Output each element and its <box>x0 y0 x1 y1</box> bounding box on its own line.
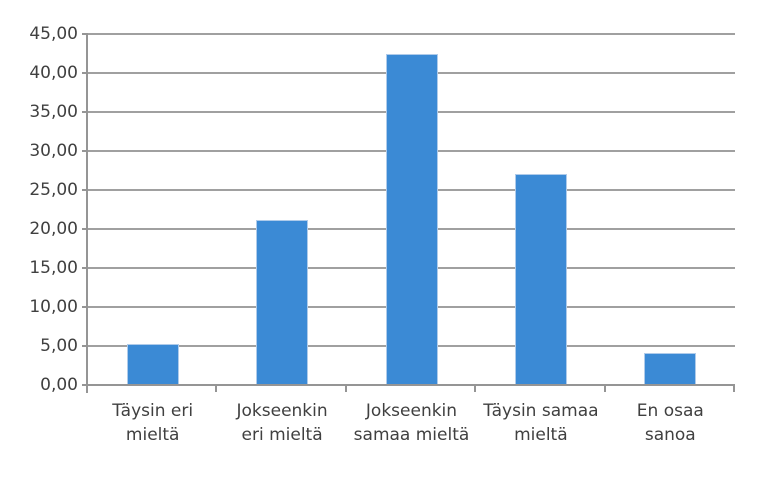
y-tick-label: 0,00 <box>40 375 78 395</box>
x-tick-mark <box>733 384 735 392</box>
y-tick-label: 30,00 <box>29 141 78 161</box>
x-category-label: Täysin eri mieltä <box>112 401 194 445</box>
bar <box>256 220 309 385</box>
x-tick-mark <box>603 384 606 392</box>
y-tick-label: 20,00 <box>29 219 78 239</box>
y-axis-line <box>86 34 88 393</box>
y-tick-label: 10,00 <box>29 297 78 317</box>
x-tick-mark <box>215 384 218 392</box>
y-tick-label: 25,00 <box>29 180 78 200</box>
y-tick-mark <box>82 306 88 308</box>
y-tick-label: 5,00 <box>40 336 78 356</box>
y-tick-label: 40,00 <box>29 63 78 83</box>
x-category-label: En osaa sanoa <box>636 401 704 445</box>
x-category-label: Jokseenkin eri mieltä <box>236 401 328 445</box>
y-tick-mark <box>82 150 88 152</box>
bar <box>126 343 179 385</box>
x-tick-mark <box>474 384 477 392</box>
y-tick-mark <box>82 189 88 191</box>
x-axis-line <box>82 384 735 386</box>
y-tick-label: 45,00 <box>29 24 78 44</box>
y-tick-label: 15,00 <box>29 258 78 278</box>
y-tick-mark <box>82 345 88 347</box>
bar <box>644 353 697 385</box>
y-tick-label: 35,00 <box>29 102 78 122</box>
y-tick-mark <box>82 228 88 230</box>
y-tick-mark <box>82 111 88 113</box>
bar <box>385 53 438 385</box>
bar <box>514 173 567 385</box>
x-category-label: Täysin samaa mieltä <box>483 401 599 445</box>
y-tick-mark <box>82 33 88 35</box>
y-tick-mark <box>82 72 88 74</box>
y-tick-mark <box>82 267 88 269</box>
gridline <box>88 33 735 35</box>
x-category-label: Jokseenkin samaa mieltä <box>353 401 470 445</box>
x-tick-mark <box>344 384 347 392</box>
